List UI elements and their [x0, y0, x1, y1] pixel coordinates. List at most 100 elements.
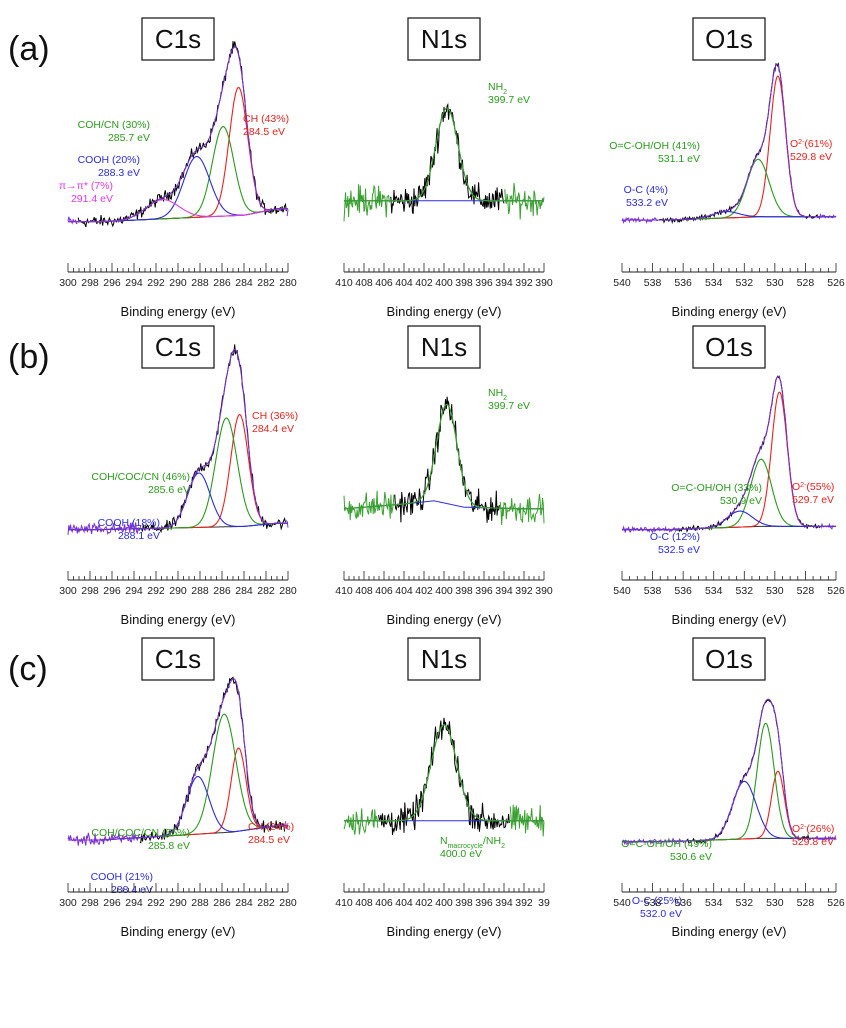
tick-label: 39	[538, 897, 550, 909]
tick-label: 532	[736, 277, 754, 289]
label-part: O	[792, 481, 800, 493]
component-label: CH (36%)	[252, 410, 298, 422]
component-label: COOH (20%)	[78, 154, 140, 166]
panel-title-box	[141, 17, 215, 61]
tick-label: 288	[191, 277, 209, 289]
tick-label: 396	[475, 585, 493, 597]
tick-label: 400	[435, 585, 453, 597]
tick-label: 408	[355, 277, 373, 289]
component-energy: 399.7 eV	[488, 400, 530, 412]
panel-title: O1s	[705, 332, 753, 362]
component-label: NH2	[488, 81, 507, 96]
label-part: NH	[488, 387, 503, 399]
panel-title-box	[692, 325, 766, 369]
x-axis-label: Binding energy (eV)	[387, 924, 502, 939]
label-part: macrocycle	[448, 843, 484, 850]
raw-tail-left	[67, 216, 78, 225]
component-energy: 529.8 eV	[790, 151, 832, 163]
tick-label: 392	[515, 897, 533, 909]
tick-label: 298	[81, 897, 99, 909]
component-label: COH/CN (30%)	[78, 119, 150, 131]
component-energy: 284.5 eV	[248, 834, 290, 846]
tick-label: 404	[395, 585, 413, 597]
tick-label: 400	[435, 897, 453, 909]
label-part: (55%)	[806, 481, 834, 493]
panel-title-box	[692, 637, 766, 681]
tick-label: 536	[674, 897, 692, 909]
tick-label: 404	[395, 277, 413, 289]
component-label: CH (43%)	[243, 113, 289, 125]
component-energy: 530.6 eV	[670, 851, 712, 863]
tick-label: 402	[415, 897, 433, 909]
raw-tail-right	[509, 804, 545, 837]
component-label: Nmacrocycle/NH2	[440, 835, 505, 850]
tick-label: 296	[103, 277, 121, 289]
tick-label: 536	[674, 277, 692, 289]
panel-title: C1s	[155, 332, 201, 362]
tick-label: 300	[59, 897, 77, 909]
component-energy: 285.6 eV	[148, 484, 190, 496]
tick-label: 396	[475, 277, 493, 289]
component-energy: 288.3 eV	[98, 167, 140, 179]
tick-label: 398	[455, 585, 473, 597]
tick-label: 392	[515, 277, 533, 289]
envelope-line	[622, 698, 836, 843]
tick-label: 538	[644, 585, 662, 597]
raw-tail-right	[499, 494, 545, 526]
envelope-line	[344, 107, 544, 202]
label-part: O	[790, 138, 798, 150]
panel-title-box	[407, 17, 481, 61]
tick-label: 284	[235, 897, 253, 909]
panel-1-2: O1s O2-(55%)529.7 eV O=C-OH/OH (33%)530.9 …	[613, 325, 845, 627]
tick-label: 394	[495, 897, 513, 909]
component-energy: 288.4 eV	[111, 884, 153, 896]
tick-label: 286	[213, 585, 231, 597]
tick-label: 286	[213, 277, 231, 289]
x-axis-label: Binding energy (eV)	[121, 612, 236, 627]
component-energy: 531.1 eV	[658, 153, 700, 165]
raw-tail-left	[343, 808, 379, 835]
panel-0-2: O1s O2-(61%)529.8 eV O=C-OH/OH (41%)531.1 …	[609, 17, 845, 319]
x-axis-label: Binding energy (eV)	[121, 304, 236, 319]
label-part: /NH	[483, 835, 501, 847]
tick-label: 282	[257, 277, 275, 289]
raw-tail-right	[285, 821, 289, 829]
component-energy: 288.1 eV	[118, 530, 160, 542]
tick-label: 300	[59, 277, 77, 289]
label-part: (61%)	[804, 138, 832, 150]
component-line-0	[343, 403, 544, 510]
panel-title: N1s	[421, 332, 467, 362]
tick-label: 292	[147, 277, 165, 289]
tick-label: 534	[705, 897, 723, 909]
panel-title: C1s	[155, 644, 201, 674]
tick-label: 294	[125, 277, 143, 289]
tick-label: 410	[335, 585, 353, 597]
tick-label: 288	[191, 585, 209, 597]
tick-label: 540	[613, 277, 631, 289]
component-line-0	[622, 770, 836, 843]
panel-title-box	[692, 17, 766, 61]
component-energy: 530.9 eV	[720, 495, 762, 507]
tick-label: 282	[257, 897, 275, 909]
envelope-line	[344, 724, 544, 822]
raw-data-line	[389, 102, 505, 214]
tick-label: 298	[81, 585, 99, 597]
component-energy: 291.4 eV	[71, 193, 113, 205]
component-label: CH (24%)	[248, 821, 294, 833]
label-part: 2	[503, 395, 507, 402]
component-energy: 284.4 eV	[252, 423, 294, 435]
label-part: 2	[501, 843, 505, 850]
panel-0-0: (a) C1s CH (43%)284.5 eV COH/CN (30%)285.7 …	[8, 17, 297, 319]
x-axis-label: Binding energy (eV)	[672, 612, 787, 627]
raw-data-line	[378, 717, 510, 836]
panel-title: O1s	[705, 644, 753, 674]
envelope-line	[68, 348, 288, 531]
tick-label: 538	[644, 897, 662, 909]
raw-tail-left	[343, 184, 390, 222]
row-label: (a)	[8, 30, 50, 68]
component-energy: 532.0 eV	[640, 908, 682, 920]
component-energy: 533.2 eV	[626, 197, 668, 209]
tick-label: 290	[169, 585, 187, 597]
